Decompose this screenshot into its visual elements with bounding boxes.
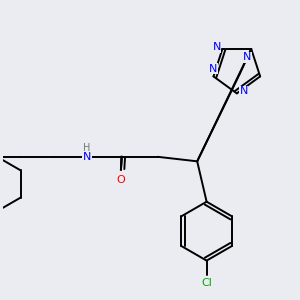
Text: O: O xyxy=(117,175,125,185)
Text: N: N xyxy=(243,52,252,62)
Text: N: N xyxy=(209,64,218,74)
Text: N: N xyxy=(239,86,248,97)
Text: H: H xyxy=(83,143,91,154)
Text: N: N xyxy=(83,152,91,162)
Text: N: N xyxy=(213,42,221,52)
Text: Cl: Cl xyxy=(201,278,212,288)
